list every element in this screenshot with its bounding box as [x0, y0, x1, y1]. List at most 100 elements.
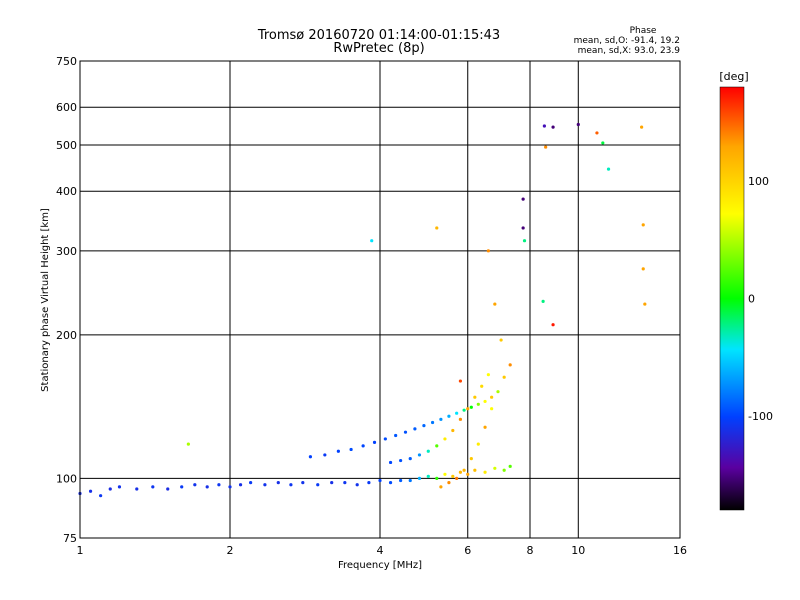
data-point: [490, 395, 494, 399]
x-tick-labels: 1 2 4 6 8 10 16: [77, 544, 688, 557]
data-point: [349, 447, 353, 452]
data-point: [601, 141, 605, 145]
data-point: [595, 131, 599, 135]
data-point: [643, 302, 647, 306]
data-point: [551, 125, 555, 129]
x-tick-label: 1: [77, 544, 84, 557]
data-point: [383, 437, 387, 441]
data-point: [458, 417, 463, 421]
data-point: [476, 442, 480, 446]
data-point: [308, 455, 313, 459]
data-points: [78, 122, 647, 498]
data-point: [370, 239, 374, 243]
data-point: [430, 420, 435, 425]
y-tick-label: 300: [56, 245, 77, 258]
data-point: [473, 468, 477, 472]
data-point: [435, 226, 439, 230]
data-point: [455, 476, 459, 481]
data-point: [378, 478, 382, 483]
y-tick-label: 500: [56, 139, 77, 152]
y-tick-label: 100: [56, 472, 77, 485]
data-point: [521, 197, 525, 201]
data-point: [451, 474, 455, 478]
data-point: [394, 433, 398, 438]
data-point: [289, 483, 293, 487]
data-point: [228, 485, 232, 489]
chart-subtitle: RwPretec (8p): [333, 41, 424, 56]
y-axis-label: Stationary phase Virtual Height [km]: [40, 208, 51, 392]
data-point: [576, 122, 580, 127]
y-tick-labels: 75 100 200 300 400 500 600 750: [56, 55, 77, 545]
data-point: [399, 478, 403, 483]
data-point: [473, 395, 477, 399]
data-point: [508, 363, 512, 367]
data-point: [483, 470, 487, 474]
data-point: [486, 249, 490, 253]
data-point: [469, 405, 473, 409]
data-point: [541, 299, 545, 304]
data-point: [455, 411, 459, 415]
data-point: [606, 167, 611, 171]
data-point: [166, 487, 170, 491]
data-point: [193, 483, 197, 487]
data-point: [458, 379, 463, 383]
data-point: [435, 476, 439, 481]
data-point: [466, 407, 470, 411]
x-axis-label: Frequency [MHz]: [338, 560, 422, 571]
data-point: [483, 425, 487, 429]
data-point: [502, 375, 506, 379]
data-point: [417, 476, 422, 481]
data-point: [108, 487, 112, 491]
data-point: [476, 402, 480, 406]
plot-frame: [79, 60, 681, 539]
data-point: [422, 424, 426, 428]
x-tick-label: 4: [377, 544, 384, 557]
data-point: [276, 480, 280, 485]
x-tick-label: 6: [464, 544, 471, 557]
data-point: [466, 472, 470, 476]
data-point: [88, 489, 93, 493]
x-tick-label: 8: [527, 544, 534, 557]
data-point: [355, 483, 359, 487]
data-point: [493, 302, 497, 306]
data-point: [451, 428, 455, 433]
colorbar-label: [deg]: [719, 70, 748, 83]
data-point: [483, 399, 487, 404]
data-point: [180, 485, 184, 489]
data-point: [447, 480, 451, 485]
data-point: [439, 485, 443, 489]
data-point: [323, 453, 327, 457]
data-point: [417, 453, 422, 457]
data-point: [186, 442, 190, 446]
data-point: [263, 483, 267, 487]
data-point: [413, 427, 417, 431]
data-point: [388, 460, 393, 465]
data-point: [496, 390, 500, 394]
data-point: [521, 226, 525, 230]
data-point: [238, 483, 243, 487]
data-point: [551, 323, 555, 327]
data-point: [508, 464, 512, 468]
data-point: [388, 480, 393, 485]
data-point: [403, 430, 408, 434]
colorbar-tick-label: -100: [748, 410, 773, 423]
x-tick-label: 2: [227, 544, 234, 557]
data-point: [343, 480, 347, 485]
data-point: [522, 239, 527, 243]
data-point: [367, 480, 371, 485]
data-point: [544, 145, 548, 149]
data-point: [490, 407, 494, 411]
data-point: [408, 457, 412, 461]
data-point: [217, 483, 221, 487]
data-point: [469, 457, 473, 461]
y-tick-label: 750: [56, 55, 77, 68]
y-tick-label: 75: [63, 532, 77, 545]
data-point: [443, 472, 447, 476]
data-point: [641, 267, 645, 271]
colorbar: [719, 86, 745, 511]
data-point: [399, 458, 403, 463]
data-point: [462, 468, 466, 472]
stats-line-x: mean, sd,X: 93.0, 23.9: [578, 46, 681, 56]
colorbar-tick-labels: 100 0 -100: [748, 175, 773, 423]
